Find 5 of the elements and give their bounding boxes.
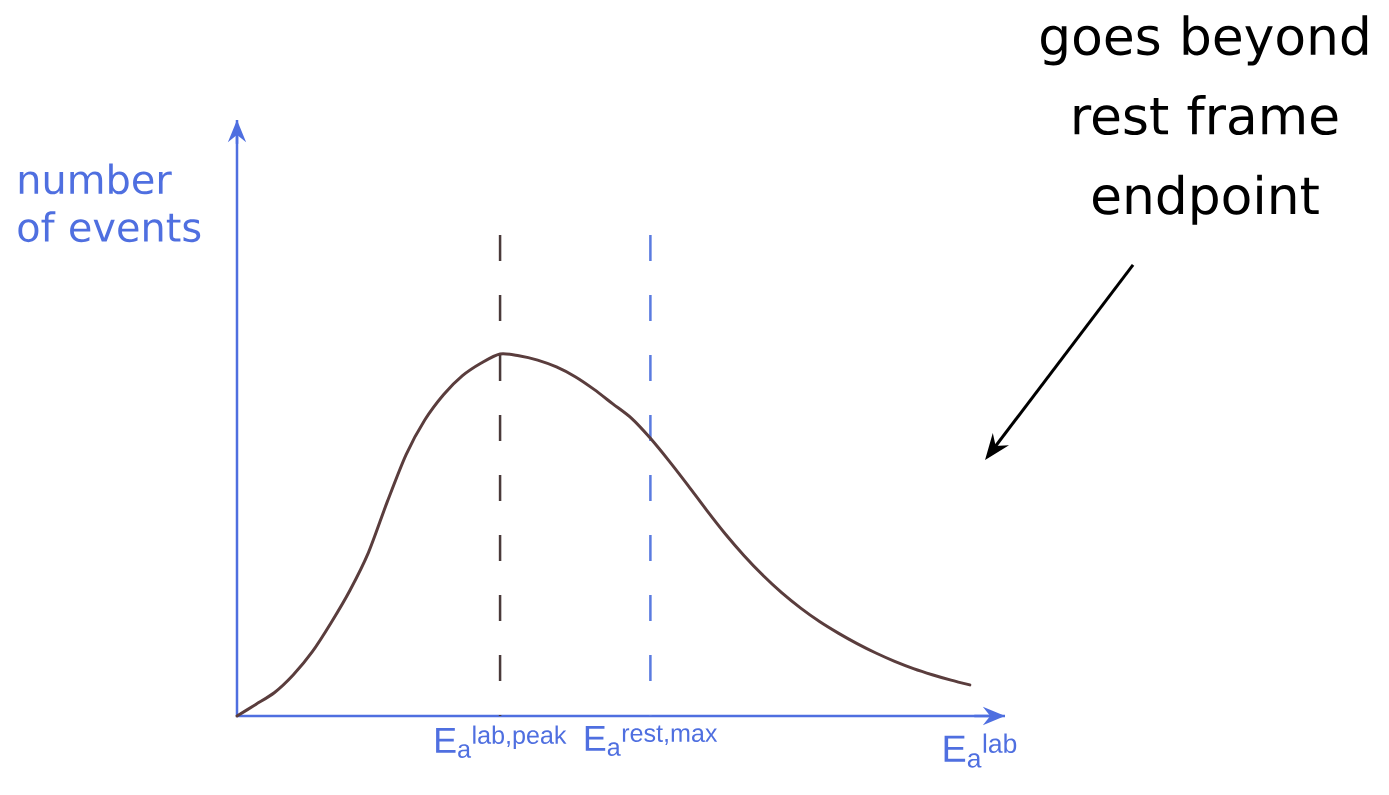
x-tick-label: E$_{a}$$^{lab,peak}$ (436, 725, 567, 758)
y-axis-title: number of events (18, 163, 201, 243)
text: goes beyond rest frame endpoint (1041, 15, 1368, 225)
x-axis-title: E$_{a}$$^{lab}$ (944, 733, 1017, 768)
x-tick-label: E$_{a}$$^{rest,max}$ (585, 725, 718, 756)
